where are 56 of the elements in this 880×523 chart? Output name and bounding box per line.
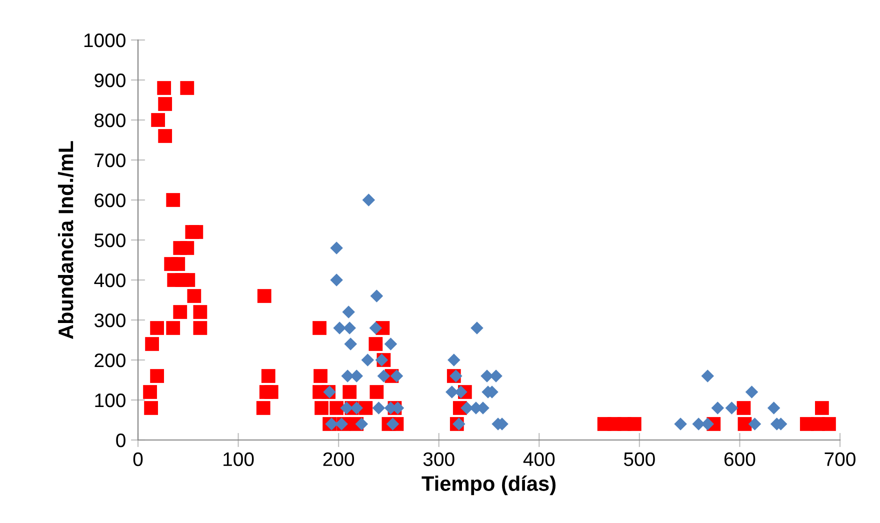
y-tick-label: 0 xyxy=(116,433,126,448)
y-tick-label: 400 xyxy=(94,273,126,288)
point xyxy=(344,338,357,350)
point xyxy=(748,418,762,430)
point xyxy=(450,370,462,382)
point xyxy=(390,370,404,382)
x-tick-label: 200 xyxy=(323,452,354,466)
point xyxy=(725,402,738,414)
point xyxy=(350,370,364,382)
y-tick-label: 500 xyxy=(94,233,126,248)
point xyxy=(701,418,714,430)
point xyxy=(325,418,338,430)
x-tick-label: 0 xyxy=(133,452,143,466)
point xyxy=(342,306,355,318)
y-tick-label: 300 xyxy=(94,313,126,328)
point xyxy=(454,386,468,398)
y-tick-label: 800 xyxy=(94,113,126,128)
point xyxy=(361,354,374,366)
point xyxy=(333,322,346,334)
point xyxy=(384,338,398,350)
y-tick-label: 100 xyxy=(95,393,126,408)
x-tick-label: 100 xyxy=(224,452,254,466)
point xyxy=(745,386,758,398)
point xyxy=(711,402,724,414)
y-tick-label: 1000 xyxy=(84,33,126,48)
point xyxy=(335,418,348,430)
x-tick-label: 500 xyxy=(624,452,655,466)
y-tick-label: 200 xyxy=(94,353,126,368)
point xyxy=(674,418,687,430)
point xyxy=(370,290,384,302)
point xyxy=(470,322,484,334)
point xyxy=(330,274,343,286)
point xyxy=(343,322,356,334)
point xyxy=(375,354,388,366)
x-tick-label: 300 xyxy=(423,452,454,466)
point xyxy=(448,354,460,366)
x-tick-label: 700 xyxy=(824,452,856,466)
y-tick-label: 600 xyxy=(94,193,126,208)
point xyxy=(372,402,386,414)
point xyxy=(340,402,353,414)
point xyxy=(377,370,390,382)
point xyxy=(355,418,368,430)
y-tick-label: 900 xyxy=(94,73,126,88)
point xyxy=(767,402,780,414)
x-axis-title: Tiempo (días) xyxy=(422,475,556,496)
x-tick-label: 400 xyxy=(523,452,555,466)
y-tick-label: 700 xyxy=(94,153,126,168)
y-axis-title: Abundancia Ind./mL xyxy=(58,141,74,340)
point xyxy=(701,370,714,382)
point xyxy=(369,322,382,334)
point xyxy=(452,418,466,430)
point xyxy=(386,418,400,430)
point xyxy=(350,402,364,414)
point xyxy=(362,194,376,206)
x-tick-label: 600 xyxy=(724,452,756,466)
point xyxy=(330,242,343,254)
